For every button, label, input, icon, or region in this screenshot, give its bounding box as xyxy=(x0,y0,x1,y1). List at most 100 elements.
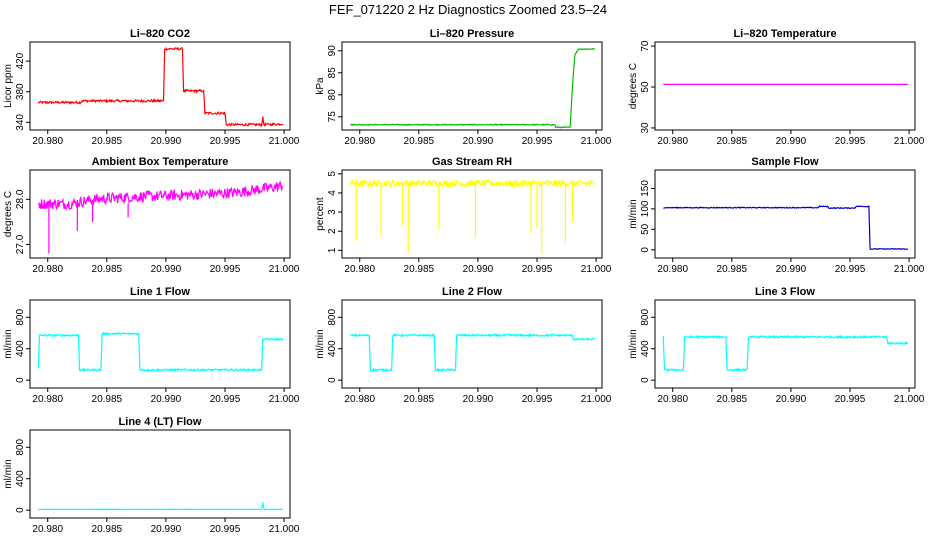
panel-line4: Line 4 (LT) Flow 20.980 20.985 20.990 20.995… xyxy=(3,416,300,535)
figure-title: FEF_071220 2 Hz Diagnostics Zoomed 23.5–… xyxy=(329,2,607,17)
panel-title-pressure: Li–820 Pressure xyxy=(430,28,514,40)
x-tick-label: 20.990 xyxy=(776,264,807,275)
x-tick-label: 20.980 xyxy=(344,394,375,405)
y-tick-label: 30 xyxy=(640,122,651,134)
y-tick-label: 400 xyxy=(15,340,26,357)
panel-temperature: Li–820 Temperature 20.980 20.985 20.990 20.9… xyxy=(628,28,925,147)
panels-container: Li–820 CO2 20.980 20.985 20.990 20.995 21.000… xyxy=(3,28,925,535)
x-tick-label: 20.990 xyxy=(151,524,182,535)
x-tick-label: 20.980 xyxy=(344,136,375,147)
x-tick-label: 20.995 xyxy=(835,136,866,147)
y-tick-label: 400 xyxy=(327,340,338,357)
panel-pressure: Li–820 Pressure 20.980 20.985 20.990 20.995 2… xyxy=(315,28,612,147)
y-tick-label: 100 xyxy=(640,200,651,217)
panel-ambient: Ambient Box Temperature 20.980 20.985 20.99… xyxy=(3,156,300,275)
y-tick-label: 75 xyxy=(327,111,338,123)
y-axis-label-line3: ml/min xyxy=(628,329,639,358)
y-tick-label: 50 xyxy=(640,223,651,235)
y-tick-label: 800 xyxy=(15,439,26,456)
y-axis-label-co2: Licor ppm xyxy=(3,64,14,108)
x-tick-label: 20.990 xyxy=(151,136,182,147)
y-tick-label: 27.0 xyxy=(15,234,26,254)
series-line-line4 xyxy=(38,502,283,511)
panel-line3: Line 3 Flow 20.980 20.985 20.990 20.995 21.00… xyxy=(628,286,925,405)
x-tick-label: 20.985 xyxy=(92,524,123,535)
y-tick-label: 2 xyxy=(327,228,338,234)
y-tick-label: 70 xyxy=(640,40,651,52)
y-axis-label-temperature: degrees C xyxy=(628,63,639,109)
x-tick-label: 20.985 xyxy=(717,394,748,405)
y-tick-label: 150 xyxy=(640,180,651,197)
x-tick-label: 21.000 xyxy=(269,264,300,275)
y-axis-label-rh: percent xyxy=(315,197,326,231)
x-tick-label: 20.995 xyxy=(522,136,553,147)
y-tick-label: 0 xyxy=(15,507,26,513)
y-tick-label: 420 xyxy=(15,52,26,69)
x-tick-label: 21.000 xyxy=(894,394,925,405)
plot-frame-pressure xyxy=(341,41,603,131)
y-tick-label: 0 xyxy=(15,377,26,383)
x-tick-label: 20.995 xyxy=(835,264,866,275)
series-line-line2 xyxy=(350,332,596,373)
y-tick-label: 5 xyxy=(327,171,338,177)
y-tick-label: 380 xyxy=(15,83,26,100)
x-tick-label: 20.985 xyxy=(404,136,435,147)
panel-title-line2: Line 2 Flow xyxy=(442,286,502,298)
x-tick-label: 20.980 xyxy=(32,394,63,405)
plot-frame-line3 xyxy=(654,299,916,389)
panel-rh: Gas Stream RH 20.980 20.985 20.990 20.995 21.… xyxy=(315,156,612,275)
panel-title-temperature: Li–820 Temperature xyxy=(733,28,836,40)
x-tick-label: 20.990 xyxy=(463,264,494,275)
x-tick-label: 20.990 xyxy=(776,394,807,405)
x-tick-label: 20.980 xyxy=(657,394,688,405)
plot-frame-rh xyxy=(341,169,603,259)
y-tick-label: 4 xyxy=(327,190,338,196)
panel-title-line4: Line 4 (LT) Flow xyxy=(119,416,202,428)
x-tick-label: 20.985 xyxy=(92,394,123,405)
y-tick-label: 400 xyxy=(15,470,26,487)
y-axis-label-sample: ml/min xyxy=(628,199,639,228)
x-tick-label: 20.995 xyxy=(210,524,241,535)
panel-title-sample: Sample Flow xyxy=(751,156,819,168)
plot-frame-sample xyxy=(654,169,916,259)
panel-title-line3: Line 3 Flow xyxy=(755,286,815,298)
x-tick-label: 20.985 xyxy=(92,264,123,275)
plot-frame-line2 xyxy=(341,299,603,389)
x-tick-label: 20.990 xyxy=(151,264,182,275)
x-tick-label: 20.980 xyxy=(32,524,63,535)
y-tick-label: 0 xyxy=(640,247,651,253)
plot-frame-ambient xyxy=(29,169,291,259)
panel-title-ambient: Ambient Box Temperature xyxy=(92,156,229,168)
y-tick-label: 0 xyxy=(640,377,651,383)
plot-frame-line1 xyxy=(29,299,291,389)
panel-line1: Line 1 Flow 20.980 20.985 20.990 20.995 21.00… xyxy=(3,286,300,405)
y-tick-label: 800 xyxy=(15,309,26,326)
x-tick-label: 21.000 xyxy=(269,394,300,405)
y-tick-label: 800 xyxy=(640,309,651,326)
series-line-rh xyxy=(349,178,596,255)
x-tick-label: 20.990 xyxy=(151,394,182,405)
series-line-ambient xyxy=(37,180,284,254)
x-tick-label: 20.995 xyxy=(522,264,553,275)
x-tick-label: 20.985 xyxy=(404,394,435,405)
x-tick-label: 20.995 xyxy=(210,136,241,147)
series-line-co2 xyxy=(37,46,284,128)
x-tick-label: 20.990 xyxy=(463,394,494,405)
y-axis-label-line2: ml/min xyxy=(315,329,326,358)
y-tick-label: 1 xyxy=(327,247,338,253)
x-tick-label: 20.995 xyxy=(522,394,553,405)
x-tick-label: 20.980 xyxy=(32,264,63,275)
x-tick-label: 21.000 xyxy=(581,136,612,147)
x-tick-label: 20.995 xyxy=(210,264,241,275)
x-tick-label: 20.985 xyxy=(717,264,748,275)
x-tick-label: 21.000 xyxy=(581,394,612,405)
x-tick-label: 20.980 xyxy=(657,264,688,275)
x-tick-label: 21.000 xyxy=(269,524,300,535)
y-axis-label-pressure: kPa xyxy=(315,77,326,95)
x-tick-label: 20.980 xyxy=(344,264,375,275)
panel-title-line1: Line 1 Flow xyxy=(130,286,190,298)
y-tick-label: 90 xyxy=(327,45,338,57)
panel-title-co2: Li–820 CO2 xyxy=(130,28,190,40)
x-tick-label: 20.980 xyxy=(657,136,688,147)
